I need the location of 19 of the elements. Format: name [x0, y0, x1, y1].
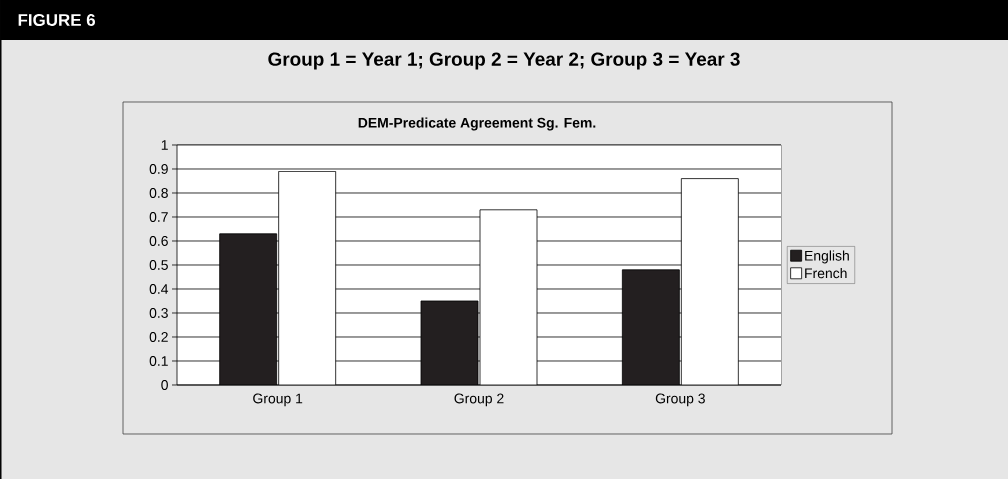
y-tick-label: 0.4 [149, 284, 169, 295]
chart-title: DEM-Predicate Agreement Sg. Fem. [358, 117, 596, 131]
y-tick-label: 0.5 [149, 260, 168, 271]
y-tick-label: 0.8 [149, 188, 168, 199]
y-tick-label: 0.7 [149, 212, 168, 223]
y-tick-label: 0 [161, 380, 168, 391]
legend-label: English [805, 250, 849, 264]
y-tick-label: 1 [161, 140, 168, 150]
y-tick-label: 0.6 [149, 236, 168, 247]
y-tick-label: 0.3 [149, 308, 168, 319]
x-tick-label: Group 2 [454, 393, 504, 407]
y-tick-label: 0.9 [149, 164, 168, 175]
chart-subtitle: Group 1 = Year 1; Group 2 = Year 2; Group 3 = Year 3 [268, 52, 740, 70]
caption: FIGURE 6 [18, 14, 96, 27]
x-tick-label: Group 3 [655, 393, 705, 407]
y-tick-label: 0.1 [149, 356, 168, 367]
x-tick-label: Group 1 [253, 393, 303, 407]
legend-label: French [805, 268, 847, 279]
y-tick-label: 0.2 [149, 332, 168, 343]
